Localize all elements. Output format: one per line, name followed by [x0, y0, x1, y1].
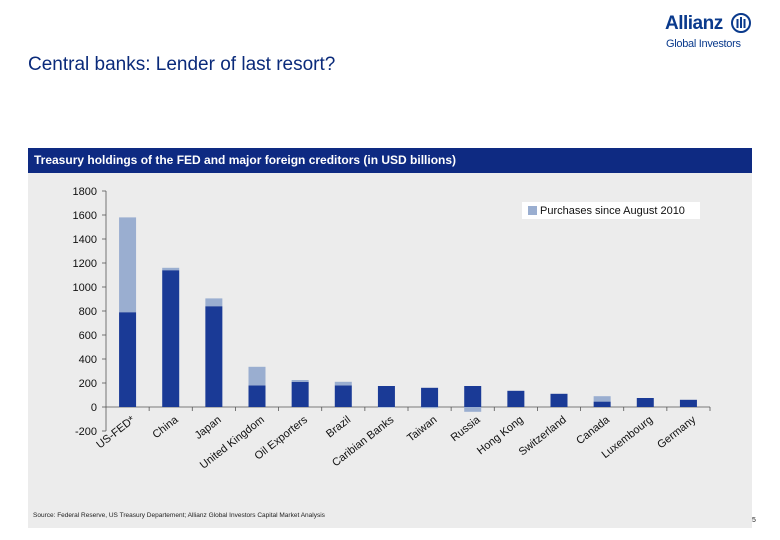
bar-base: [334, 385, 352, 407]
x-tick-label: Brazil: [324, 414, 353, 440]
bar-purchases: [377, 407, 395, 408]
bar-purchases: [464, 407, 482, 412]
bar-base: [593, 401, 611, 407]
bar-base: [550, 393, 568, 407]
logo-subtitle: Global Investors: [666, 38, 741, 50]
bar-chart: -200 0 200 400 600 800 1000 1200 1400 1600 1800 US-…: [73, 186, 711, 472]
slide-title: Central banks: Lender of last resort?: [28, 54, 336, 75]
bar-purchases: [248, 366, 266, 386]
bar-base: [119, 312, 137, 407]
logo-wordmark: Allianz: [665, 13, 723, 34]
chart-title: Treasury holdings of the FED and major f…: [28, 148, 752, 173]
bar-purchases: [205, 298, 223, 307]
y-tick-label: 600: [79, 330, 97, 342]
x-tick-label: Russia: [449, 413, 484, 444]
y-tick-label: 1000: [73, 282, 97, 294]
x-tick-label: Taiwan: [405, 414, 439, 445]
y-tick-label: 0: [91, 402, 97, 414]
y-tick-label: 800: [79, 306, 97, 318]
legend-label-purchases: Purchases since August 2010: [540, 205, 685, 217]
y-tick-label: 1400: [73, 234, 97, 246]
bar-purchases: [593, 396, 611, 402]
allianz-logo: Allianz Global Investors: [665, 10, 765, 54]
allianz-eagle-icon: [731, 13, 751, 33]
legend-box: [522, 202, 700, 219]
bar-base: [377, 386, 395, 407]
x-tick-label: US-FED*: [94, 413, 138, 451]
x-tick-label: Japan: [193, 414, 224, 442]
x-tick-label: Switzerland: [517, 414, 569, 458]
bar-purchases: [334, 381, 352, 386]
bar-base: [162, 270, 180, 407]
y-tick-label: -200: [75, 426, 97, 438]
bar-base: [205, 306, 223, 407]
bar-purchases: [421, 407, 439, 409]
legend-swatch-purchases: [528, 206, 537, 215]
bar-base: [464, 386, 482, 407]
y-tick-label: 400: [79, 354, 97, 366]
y-tick-label: 1600: [73, 210, 97, 222]
bar-base: [291, 381, 309, 407]
y-tick-label: 1800: [73, 186, 97, 198]
source-note: Source: Federal Reserve, US Treasury Dep…: [33, 512, 325, 519]
bar-base: [421, 387, 439, 407]
bar-purchases: [162, 267, 180, 271]
bar-purchases: [119, 217, 137, 313]
bar-base: [248, 385, 266, 407]
x-tick-label: Germany: [655, 414, 698, 452]
x-tick-label: Canada: [574, 413, 612, 447]
chart-panel: Treasury holdings of the FED and major f…: [28, 148, 752, 528]
y-tick-label: 200: [79, 378, 97, 390]
bar-purchases: [291, 380, 309, 382]
bar-base: [636, 398, 654, 407]
y-tick-label: 1200: [73, 258, 97, 270]
page-number: 5: [752, 517, 756, 524]
bar-base: [679, 399, 697, 407]
bar-base: [507, 390, 525, 407]
x-tick-label: China: [151, 413, 182, 441]
